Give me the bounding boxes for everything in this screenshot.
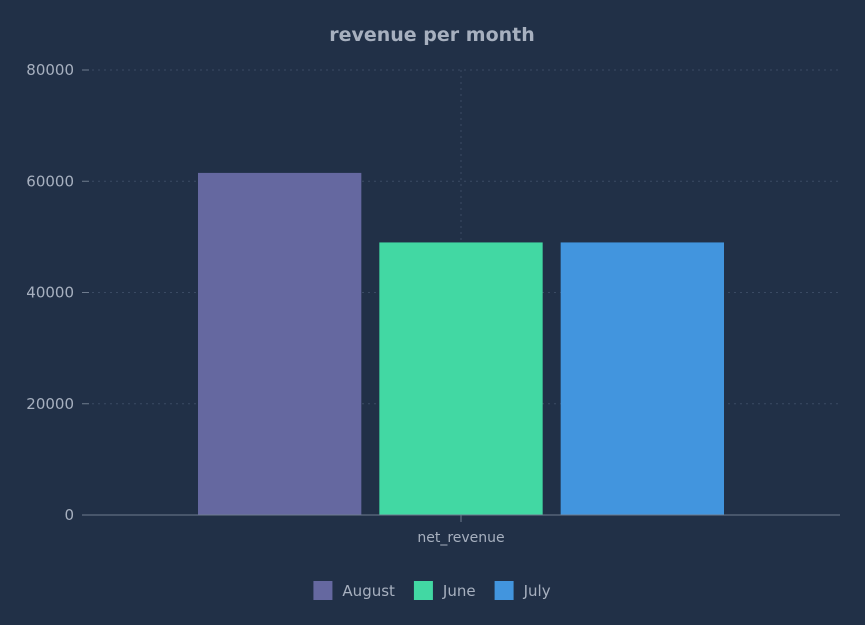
y-tick-label: 40000 (26, 284, 74, 302)
legend-swatch (313, 581, 333, 600)
legend-label: August (342, 582, 395, 600)
bar-july[interactable] (560, 242, 724, 515)
y-axis: 0 20000 40000 60000 80000 (26, 61, 89, 524)
y-tick-label: 0 (64, 506, 74, 524)
y-tick-label: 80000 (26, 61, 74, 79)
legend-swatch (494, 581, 514, 600)
legend-label: July (523, 582, 551, 600)
chart-title: revenue per month (329, 24, 535, 46)
legend-item-july[interactable]: July (494, 581, 551, 600)
legend-swatch (413, 581, 433, 600)
y-tick-label: 20000 (26, 395, 74, 413)
legend-item-june[interactable]: June (413, 581, 476, 600)
x-axis: net_revenue (82, 514, 840, 546)
bar-june[interactable] (379, 242, 543, 515)
y-tick-label: 60000 (26, 172, 74, 190)
legend-label: June (442, 582, 476, 600)
bars (198, 172, 724, 515)
bar-august[interactable] (198, 172, 362, 515)
x-tick-label: net_revenue (417, 530, 504, 546)
legend: August June July (313, 581, 551, 600)
legend-item-august[interactable]: August (313, 581, 395, 600)
